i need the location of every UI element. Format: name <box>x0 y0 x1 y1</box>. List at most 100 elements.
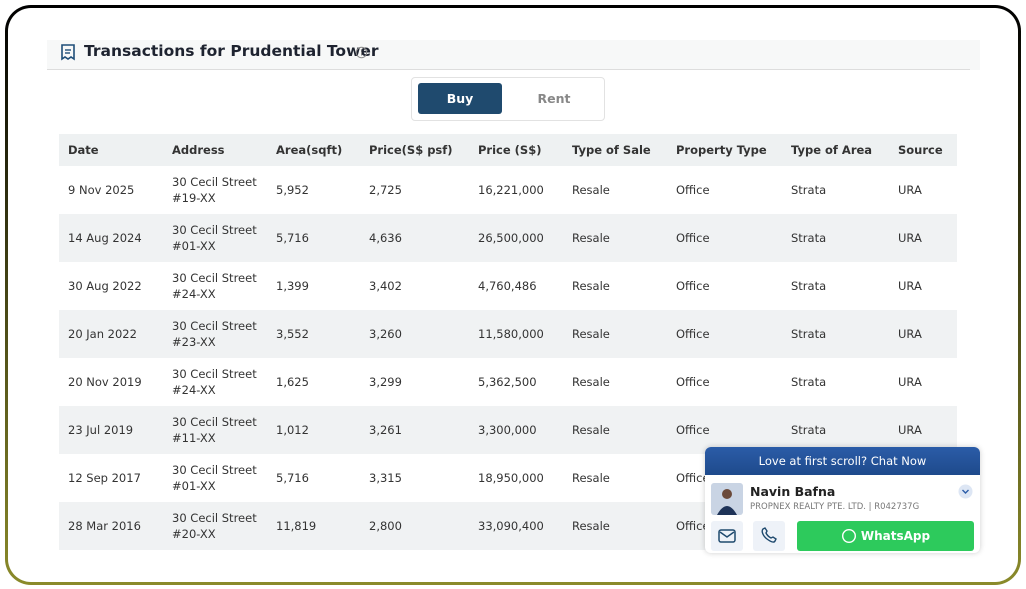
table-row: 20 Nov 2019 30 Cecil Street #24-XX 1,625 3,… <box>59 358 957 406</box>
table-cell: 3,402 <box>369 279 402 293</box>
table-cell: 11,819 <box>276 519 317 533</box>
agent-name: Navin Bafna <box>750 484 836 499</box>
title: Transactions for Prudential Tower <box>84 42 379 60</box>
table-cell: 30 Cecil Street #11-XX <box>172 415 257 445</box>
table-cell: 26,500,000 <box>478 231 544 245</box>
call-button[interactable] <box>753 521 785 551</box>
whatsapp-icon <box>841 528 856 544</box>
column-header: Source <box>898 143 943 157</box>
table-cell: Resale <box>572 423 610 437</box>
toggle <box>411 77 605 121</box>
table-cell: 4,636 <box>369 231 402 245</box>
table-cell: 28 Mar 2016 <box>68 519 141 533</box>
whatsapp-button[interactable]: WhatsApp <box>797 521 974 551</box>
table-cell: Strata <box>791 423 827 437</box>
table-cell: 16,221,000 <box>478 183 544 197</box>
card-header <box>47 40 980 70</box>
table-cell: 18,950,000 <box>478 471 544 485</box>
table-cell: 14 Aug 2024 <box>68 231 142 245</box>
table-cell: 30 Cecil Street #01-XX <box>172 223 257 253</box>
table-cell: 1,625 <box>276 375 309 389</box>
column-header: Price(S$ psf) <box>369 143 453 157</box>
column-header: Type of Area <box>791 143 873 157</box>
table-cell: Strata <box>791 327 827 341</box>
table-cell: 1,012 <box>276 423 309 437</box>
agent-photo <box>711 483 743 515</box>
table-cell: 2,725 <box>369 183 402 197</box>
email-button[interactable] <box>711 521 743 551</box>
table-cell: Resale <box>572 471 610 485</box>
table-cell: 30 Aug 2022 <box>68 279 142 293</box>
table-cell: Strata <box>791 183 827 197</box>
table-cell: 3,299 <box>369 375 402 389</box>
column-header: Area(sqft) <box>276 143 343 157</box>
rent-tab[interactable]: Rent <box>537 91 571 106</box>
table-cell: Resale <box>572 183 610 197</box>
table-cell: Resale <box>572 375 610 389</box>
collapse[interactable] <box>958 484 973 499</box>
table-cell: URA <box>898 423 922 437</box>
table-cell: 30 Cecil Street #23-XX <box>172 319 257 349</box>
table-cell: 30 Cecil Street #20-XX <box>172 511 257 541</box>
table-cell: 3,300,000 <box>478 423 537 437</box>
table-cell: 30 Cecil Street #24-XX <box>172 367 257 397</box>
table-cell: 3,315 <box>369 471 402 485</box>
table-cell: Strata <box>791 375 827 389</box>
table-cell: Office <box>676 231 710 245</box>
table-cell: Strata <box>791 279 827 293</box>
table-cell: 30 Cecil Street #19-XX <box>172 175 257 205</box>
table-cell: Office <box>676 183 710 197</box>
table-cell: Resale <box>572 327 610 341</box>
table-cell: Office <box>676 423 710 437</box>
table-cell: 9 Nov 2025 <box>68 183 135 197</box>
table-cell: 30 Cecil Street #01-XX <box>172 463 257 493</box>
whatsapp-label: WhatsApp <box>860 529 931 543</box>
table-cell: Office <box>676 327 710 341</box>
table-row: 9 Nov 2025 30 Cecil Street #19-XX 5,952 2,7… <box>59 166 957 214</box>
divider <box>47 69 970 70</box>
table-cell: 3,552 <box>276 327 309 341</box>
table-cell: 3,261 <box>369 423 402 437</box>
table-row: 30 Aug 2022 30 Cecil Street #24-XX 1,399 3,… <box>59 262 957 310</box>
agency: PROPNEX REALTY PTE. LTD. | R042737G <box>750 502 920 512</box>
info-icon[interactable] <box>355 46 368 59</box>
table-cell: Office <box>676 519 710 533</box>
table-cell: 30 Cecil Street #24-XX <box>172 271 257 301</box>
table-cell: 4,760,486 <box>478 279 537 293</box>
table-cell: 33,090,400 <box>478 519 544 533</box>
table-cell: URA <box>898 279 922 293</box>
table-cell: Resale <box>572 231 610 245</box>
table-cell: Resale <box>572 279 610 293</box>
table-cell: 20 Jan 2022 <box>68 327 137 341</box>
column-header: Address <box>172 143 225 157</box>
column-header: Property Type <box>676 143 767 157</box>
table-cell: URA <box>898 231 922 245</box>
table-cell: Strata <box>791 231 827 245</box>
table-cell: 12 Sep 2017 <box>68 471 141 485</box>
column-header: Date <box>68 143 99 157</box>
buy-tab[interactable]: Buy <box>418 83 502 114</box>
table-cell: Office <box>676 375 710 389</box>
table-cell: 3,260 <box>369 327 402 341</box>
column-header: Price (S$) <box>478 143 542 157</box>
table-row: 20 Jan 2022 30 Cecil Street #23-XX 3,552 3,… <box>59 310 957 358</box>
column-header: Type of Sale <box>572 143 651 157</box>
table-cell: 5,362,500 <box>478 375 537 389</box>
table-cell: Office <box>676 471 710 485</box>
table-cell: 23 Jul 2019 <box>68 423 134 437</box>
table-row: 14 Aug 2024 30 Cecil Street #01-XX 5,716 4,… <box>59 214 957 262</box>
table-cell: 11,580,000 <box>478 327 544 341</box>
table-cell: URA <box>898 375 922 389</box>
table-row: 23 Jul 2019 30 Cecil Street #11-XX 1,012 3,… <box>59 406 957 454</box>
table-cell: 2,800 <box>369 519 402 533</box>
table-cell: URA <box>898 327 922 341</box>
chat-header[interactable]: Love at first scroll? Chat Now <box>705 447 980 475</box>
table-cell: 1,399 <box>276 279 309 293</box>
chat-widget: Love at first scroll? Chat Now Navin Baf… <box>705 447 980 553</box>
table-cell: URA <box>898 183 922 197</box>
table-cell: 5,716 <box>276 471 309 485</box>
table-cell: Resale <box>572 519 610 533</box>
table-cell: 5,952 <box>276 183 309 197</box>
table-cell: Office <box>676 279 710 293</box>
